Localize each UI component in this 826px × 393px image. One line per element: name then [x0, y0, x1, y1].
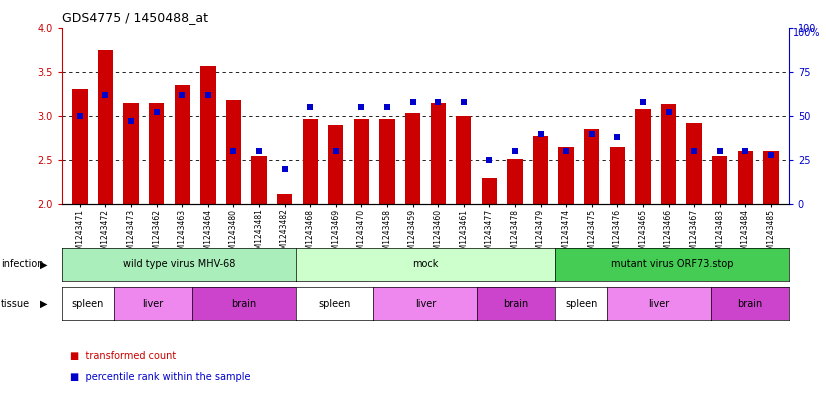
Bar — [174, 85, 190, 204]
Bar — [123, 103, 139, 204]
Text: spleen: spleen — [72, 299, 104, 309]
Text: tissue: tissue — [1, 299, 30, 309]
Bar — [738, 151, 753, 204]
Text: brain: brain — [504, 299, 529, 309]
Text: ▶: ▶ — [40, 259, 47, 269]
Text: infection: infection — [1, 259, 43, 269]
Bar — [405, 113, 420, 204]
Bar — [507, 159, 523, 204]
Bar — [430, 103, 446, 204]
Bar — [277, 194, 292, 204]
Bar — [456, 116, 472, 204]
Text: 100%: 100% — [793, 28, 820, 37]
Bar — [251, 156, 267, 204]
Text: spleen: spleen — [318, 299, 351, 309]
Bar — [354, 119, 369, 204]
Bar — [482, 178, 497, 204]
Bar — [584, 129, 600, 204]
Bar — [686, 123, 702, 204]
Text: ▶: ▶ — [40, 299, 47, 309]
Text: mutant virus ORF73.stop: mutant virus ORF73.stop — [610, 259, 733, 269]
Bar — [72, 90, 88, 204]
Text: ■  transformed count: ■ transformed count — [70, 351, 177, 361]
Bar — [610, 147, 625, 204]
Bar — [328, 125, 344, 204]
Bar — [200, 66, 216, 204]
Bar — [225, 100, 241, 204]
Text: mock: mock — [412, 259, 439, 269]
Text: brain: brain — [231, 299, 256, 309]
Bar — [763, 151, 779, 204]
Bar — [558, 147, 574, 204]
Text: GDS4775 / 1450488_at: GDS4775 / 1450488_at — [62, 11, 208, 24]
Bar — [635, 109, 651, 204]
Bar — [149, 103, 164, 204]
Bar — [302, 119, 318, 204]
Bar — [379, 119, 395, 204]
Bar — [97, 50, 113, 204]
Text: brain: brain — [738, 299, 762, 309]
Text: spleen: spleen — [565, 299, 597, 309]
Text: wild type virus MHV-68: wild type virus MHV-68 — [122, 259, 235, 269]
Bar — [533, 136, 548, 204]
Text: ■  percentile rank within the sample: ■ percentile rank within the sample — [70, 372, 251, 382]
Text: liver: liver — [142, 299, 164, 309]
Text: liver: liver — [648, 299, 670, 309]
Bar — [712, 156, 728, 204]
Text: liver: liver — [415, 299, 436, 309]
Bar — [661, 105, 676, 204]
